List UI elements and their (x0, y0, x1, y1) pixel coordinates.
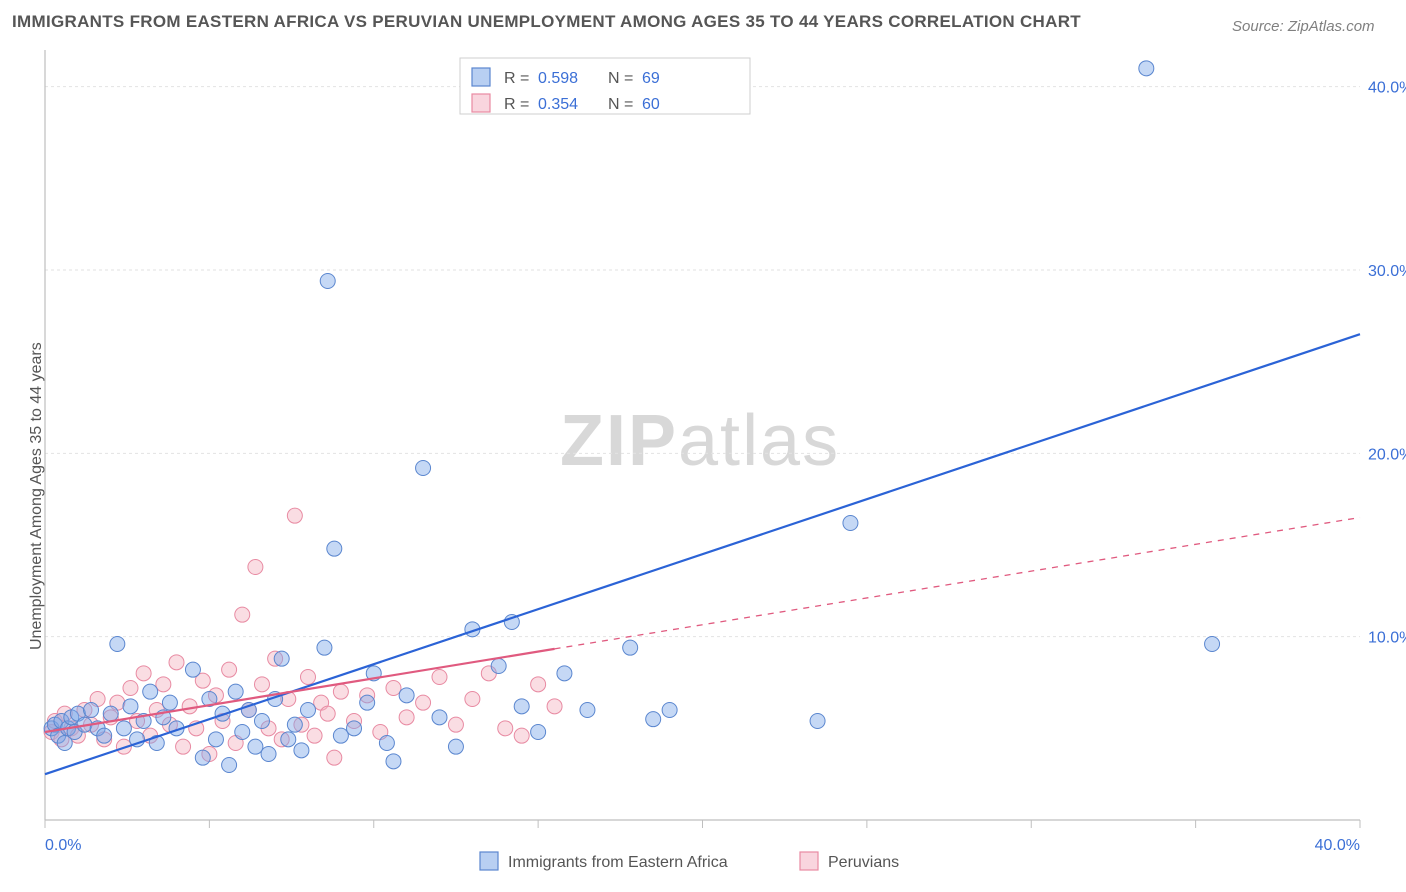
data-point (301, 670, 316, 685)
data-point (274, 651, 289, 666)
y-tick-label: 20.0% (1368, 446, 1406, 463)
data-point (810, 714, 825, 729)
data-point (416, 695, 431, 710)
legend-r-label: R = (504, 70, 529, 87)
data-point (248, 739, 263, 754)
x-tick-label: 0.0% (45, 837, 81, 854)
data-point (327, 541, 342, 556)
data-point (386, 754, 401, 769)
data-point (317, 640, 332, 655)
data-point (176, 739, 191, 754)
legend-swatch (480, 852, 498, 870)
data-point (399, 688, 414, 703)
data-point (662, 703, 677, 718)
data-point (491, 659, 506, 674)
data-point (281, 732, 296, 747)
data-point (261, 747, 276, 762)
data-point (448, 739, 463, 754)
legend-n-label: N = (608, 70, 633, 87)
data-point (399, 710, 414, 725)
trend-line (45, 334, 1360, 774)
data-point (195, 750, 210, 765)
data-point (208, 732, 223, 747)
data-point (116, 721, 131, 736)
data-point (182, 699, 197, 714)
data-point (254, 714, 269, 729)
data-point (294, 743, 309, 758)
data-point (84, 703, 99, 718)
data-point (235, 725, 250, 740)
data-point (557, 666, 572, 681)
data-point (547, 699, 562, 714)
data-point (123, 699, 138, 714)
legend-n-value: 69 (642, 70, 660, 87)
data-point (169, 655, 184, 670)
legend-series-label: Immigrants from Eastern Africa (508, 854, 728, 871)
y-tick-label: 10.0% (1368, 630, 1406, 647)
data-point (228, 684, 243, 699)
legend-series-label: Peruvians (828, 854, 899, 871)
data-point (327, 750, 342, 765)
data-point (531, 725, 546, 740)
data-point (531, 677, 546, 692)
data-point (379, 736, 394, 751)
legend-r-label: R = (504, 96, 529, 113)
data-point (248, 560, 263, 575)
data-point (156, 677, 171, 692)
data-point (1205, 637, 1220, 652)
y-tick-label: 30.0% (1368, 263, 1406, 280)
data-point (432, 670, 447, 685)
legend-r-value: 0.598 (538, 70, 578, 87)
data-point (580, 703, 595, 718)
data-point (432, 710, 447, 725)
legend-n-value: 60 (642, 96, 660, 113)
legend-r-value: 0.354 (538, 96, 578, 113)
data-point (360, 695, 375, 710)
data-point (416, 461, 431, 476)
data-point (254, 677, 269, 692)
legend-swatch (472, 94, 490, 112)
data-point (320, 274, 335, 289)
data-point (333, 684, 348, 699)
data-point (222, 758, 237, 773)
data-point (287, 717, 302, 732)
legend-swatch (472, 68, 490, 86)
data-point (1139, 61, 1154, 76)
legend-n-label: N = (608, 96, 633, 113)
data-point (301, 703, 316, 718)
data-point (514, 699, 529, 714)
data-point (386, 681, 401, 696)
y-tick-label: 40.0% (1368, 80, 1406, 97)
data-point (185, 662, 200, 677)
data-point (465, 692, 480, 707)
x-tick-label: 40.0% (1315, 837, 1360, 854)
data-point (287, 508, 302, 523)
data-point (162, 695, 177, 710)
data-point (320, 706, 335, 721)
legend-swatch (800, 852, 818, 870)
data-point (143, 684, 158, 699)
data-point (136, 666, 151, 681)
data-point (235, 607, 250, 622)
data-point (222, 662, 237, 677)
data-point (110, 637, 125, 652)
correlation-chart: 0.0% 40.0% 10.0% 20.0% 30.0% 40.0% R = 0.598 N =… (0, 0, 1406, 892)
data-point (307, 728, 322, 743)
data-point (97, 728, 112, 743)
data-point (333, 728, 348, 743)
data-point (498, 721, 513, 736)
data-point (623, 640, 638, 655)
data-point (514, 728, 529, 743)
data-point (448, 717, 463, 732)
data-point (843, 516, 858, 531)
data-point (646, 712, 661, 727)
data-point (103, 706, 118, 721)
data-point (123, 681, 138, 696)
trend-line-extrapolated (555, 518, 1360, 649)
data-point (347, 721, 362, 736)
